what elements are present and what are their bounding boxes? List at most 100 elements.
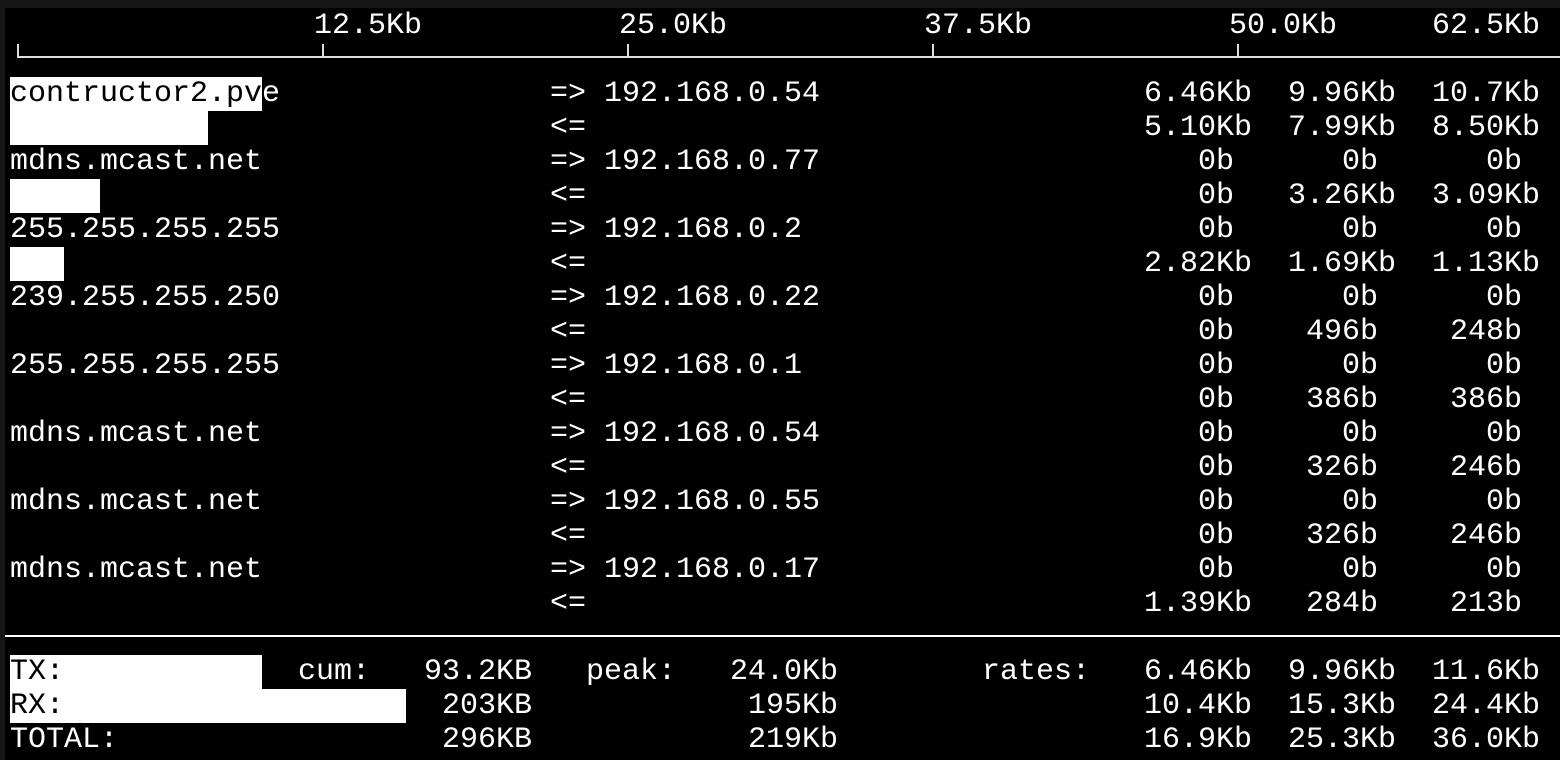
flow-dest: 192.168.0.1 [604, 349, 803, 383]
flow-out-arrow: => [550, 213, 587, 247]
flow-sent-rate: 0b [1341, 145, 1378, 179]
flow-host: mdns.mcast.net [10, 485, 263, 519]
totals-cum: 296KB [441, 723, 532, 757]
flow-sent-rate: 0b [1197, 485, 1234, 519]
flow-recv-rate: 284b [1305, 587, 1378, 621]
totals-rate: 16.9Kb [1143, 723, 1252, 757]
flow-recv-rate: 386b [1449, 383, 1522, 417]
flow-dest: 192.168.0.2 [604, 213, 803, 247]
flow-sent-rate: 0b [1341, 281, 1378, 315]
scale-tick [627, 44, 629, 58]
flow-recv-rate: 213b [1449, 587, 1522, 621]
flow-out-arrow: => [550, 485, 587, 519]
flow-sent-rate: 0b [1341, 417, 1378, 451]
totals-rate: 36.0Kb [1431, 723, 1540, 757]
flow-in-arrow: <= [550, 451, 587, 485]
totals-peak: 219Kb [747, 723, 838, 757]
flow-sent-rate: 9.96Kb [1287, 77, 1396, 111]
flow-sent-bar [10, 77, 262, 111]
scale-tick-label: 62.5Kb [1431, 9, 1540, 43]
totals-rate: 10.4Kb [1143, 689, 1252, 723]
flow-host: mdns.mcast.net [10, 145, 263, 179]
flow-in-arrow: <= [550, 383, 587, 417]
flow-out-arrow: => [550, 349, 587, 383]
totals-separator [5, 635, 1560, 637]
flow-sent-rate: 0b [1197, 349, 1234, 383]
scale-tick [1237, 44, 1239, 58]
flow-out-arrow: => [550, 145, 587, 179]
flow-recv-bar [10, 179, 100, 213]
flow-out-arrow: => [550, 281, 587, 315]
flow-dest: 192.168.0.55 [604, 485, 821, 519]
iftop-terminal: 12.5Kb25.0Kb37.5Kb50.0Kb62.5Kbcontructor… [5, 8, 1560, 760]
totals-cum: 93.2KB [423, 655, 532, 689]
flow-sent-rate: 6.46Kb [1143, 77, 1252, 111]
flow-recv-rate: 0b [1197, 451, 1234, 485]
totals-rate: 25.3Kb [1287, 723, 1396, 757]
flow-recv-rate: 0b [1197, 519, 1234, 553]
flow-recv-rate: 496b [1305, 315, 1378, 349]
flow-recv-rate: 0b [1197, 383, 1234, 417]
flow-in-arrow: <= [550, 111, 587, 145]
totals-rate: 6.46Kb [1143, 655, 1252, 689]
totals-peak: 24.0Kb [729, 655, 838, 689]
flow-recv-rate: 248b [1449, 315, 1522, 349]
totals-rate: 24.4Kb [1431, 689, 1540, 723]
flow-in-arrow: <= [550, 179, 587, 213]
flow-recv-bar [10, 247, 64, 281]
flow-recv-rate: 7.99Kb [1287, 111, 1396, 145]
flow-sent-rate: 0b [1341, 485, 1378, 519]
totals-cum: 203KB [441, 689, 532, 723]
flow-sent-rate: 0b [1485, 553, 1522, 587]
flow-recv-rate: 2.82Kb [1143, 247, 1252, 281]
flow-in-arrow: <= [550, 247, 587, 281]
flow-sent-rate: 0b [1341, 349, 1378, 383]
flow-host: mdns.mcast.net [10, 553, 263, 587]
flow-recv-rate: 0b [1197, 179, 1234, 213]
flow-recv-rate: 246b [1449, 519, 1522, 553]
flow-sent-rate: 0b [1485, 281, 1522, 315]
flow-recv-rate: 1.13Kb [1431, 247, 1540, 281]
totals-rate: 11.6Kb [1431, 655, 1540, 689]
flow-host: 255.255.255.255 [10, 349, 281, 383]
flow-host: 255.255.255.255 [10, 213, 281, 247]
flow-sent-rate: 0b [1197, 213, 1234, 247]
totals-bar [10, 655, 262, 689]
flow-dest: 192.168.0.22 [604, 281, 821, 315]
scale-tick-label: 25.0Kb [619, 9, 728, 43]
flow-dest: 192.168.0.17 [604, 553, 821, 587]
flow-sent-rate: 0b [1197, 553, 1234, 587]
flow-out-arrow: => [550, 553, 587, 587]
scale-tick-label: 37.5Kb [924, 9, 1033, 43]
flow-host: mdns.mcast.net [10, 417, 263, 451]
flow-recv-rate: 326b [1305, 451, 1378, 485]
flow-recv-rate: 246b [1449, 451, 1522, 485]
flow-recv-rate: 5.10Kb [1143, 111, 1252, 145]
flow-recv-rate: 0b [1197, 315, 1234, 349]
flow-sent-rate: 0b [1197, 281, 1234, 315]
scale-origin-tick [17, 44, 19, 58]
flow-sent-rate: 0b [1341, 213, 1378, 247]
totals-rate: 9.96Kb [1287, 655, 1396, 689]
totals-bar [10, 689, 406, 723]
totals-rate: 15.3Kb [1287, 689, 1396, 723]
peak-label: peak: [586, 655, 677, 689]
flow-host: 239.255.255.250 [10, 281, 281, 315]
flow-recv-rate: 8.50Kb [1431, 111, 1540, 145]
scale-tick-label: 50.0Kb [1229, 9, 1338, 43]
flow-sent-rate: 0b [1197, 417, 1234, 451]
flow-recv-rate: 1.69Kb [1287, 247, 1396, 281]
flow-recv-rate: 326b [1305, 519, 1378, 553]
scale-tick-label: 12.5Kb [314, 9, 423, 43]
scale-tick [322, 44, 324, 58]
flow-sent-rate: 0b [1485, 349, 1522, 383]
flow-in-arrow: <= [550, 315, 587, 349]
flow-dest: 192.168.0.77 [604, 145, 821, 179]
scale-axis-line [17, 56, 1560, 58]
flow-sent-rate: 0b [1341, 553, 1378, 587]
flow-sent-rate: 0b [1485, 213, 1522, 247]
flow-recv-rate: 386b [1305, 383, 1378, 417]
flow-sent-rate: 0b [1485, 145, 1522, 179]
flow-dest: 192.168.0.54 [604, 77, 821, 111]
flow-sent-rate: 0b [1485, 417, 1522, 451]
